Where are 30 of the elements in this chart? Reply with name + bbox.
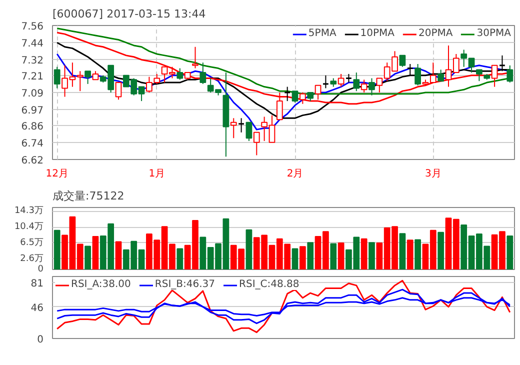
y-tick-label: 2.6万 [20, 254, 44, 264]
legend-label: 5PMA [308, 28, 336, 39]
y-tick-label: 0 [38, 264, 44, 274]
y-tick-label: 7.44 [21, 38, 44, 50]
legend-label: 20PMA [418, 28, 453, 39]
y-tick-label: 7.32 [21, 56, 44, 67]
legend-label: 30PMA [476, 28, 511, 39]
y-tick-label: 46 [30, 302, 44, 314]
y-tick-label: 7.21 [21, 71, 44, 82]
y-tick-label: 6.62 [21, 156, 44, 166]
legend-label: RSI_A:38.00 [71, 279, 131, 290]
legend-label: 10PMA [360, 28, 395, 39]
y-tick-label: 7.09 [21, 88, 44, 100]
y-tick-label: 6.97 [21, 106, 44, 117]
x-tick-label: 2月 [286, 168, 304, 180]
y-tick-label: 0 [37, 334, 44, 346]
y-tick-label: 6.86 [21, 121, 44, 132]
y-tick-label: 14.3万 [14, 206, 44, 216]
y-tick-label: 10.4万 [14, 222, 44, 232]
x-tick-label: 12月 [46, 168, 68, 180]
y-tick-label: 6.5万 [20, 238, 44, 248]
y-tick-label: 6.74 [21, 138, 44, 150]
chart-title: [600067] 2017-03-15 13:44 [52, 8, 206, 20]
y-tick-label: 81 [30, 278, 44, 290]
legend-label: RSI_B:46.37 [154, 279, 216, 290]
legend-label: RSI_C:48.88 [239, 279, 300, 290]
x-tick-label: 3月 [424, 168, 442, 180]
x-tick-label: 1月 [148, 168, 166, 180]
chart-title: 成交量:75122 [52, 190, 124, 202]
y-tick-label: 7.56 [21, 22, 44, 32]
